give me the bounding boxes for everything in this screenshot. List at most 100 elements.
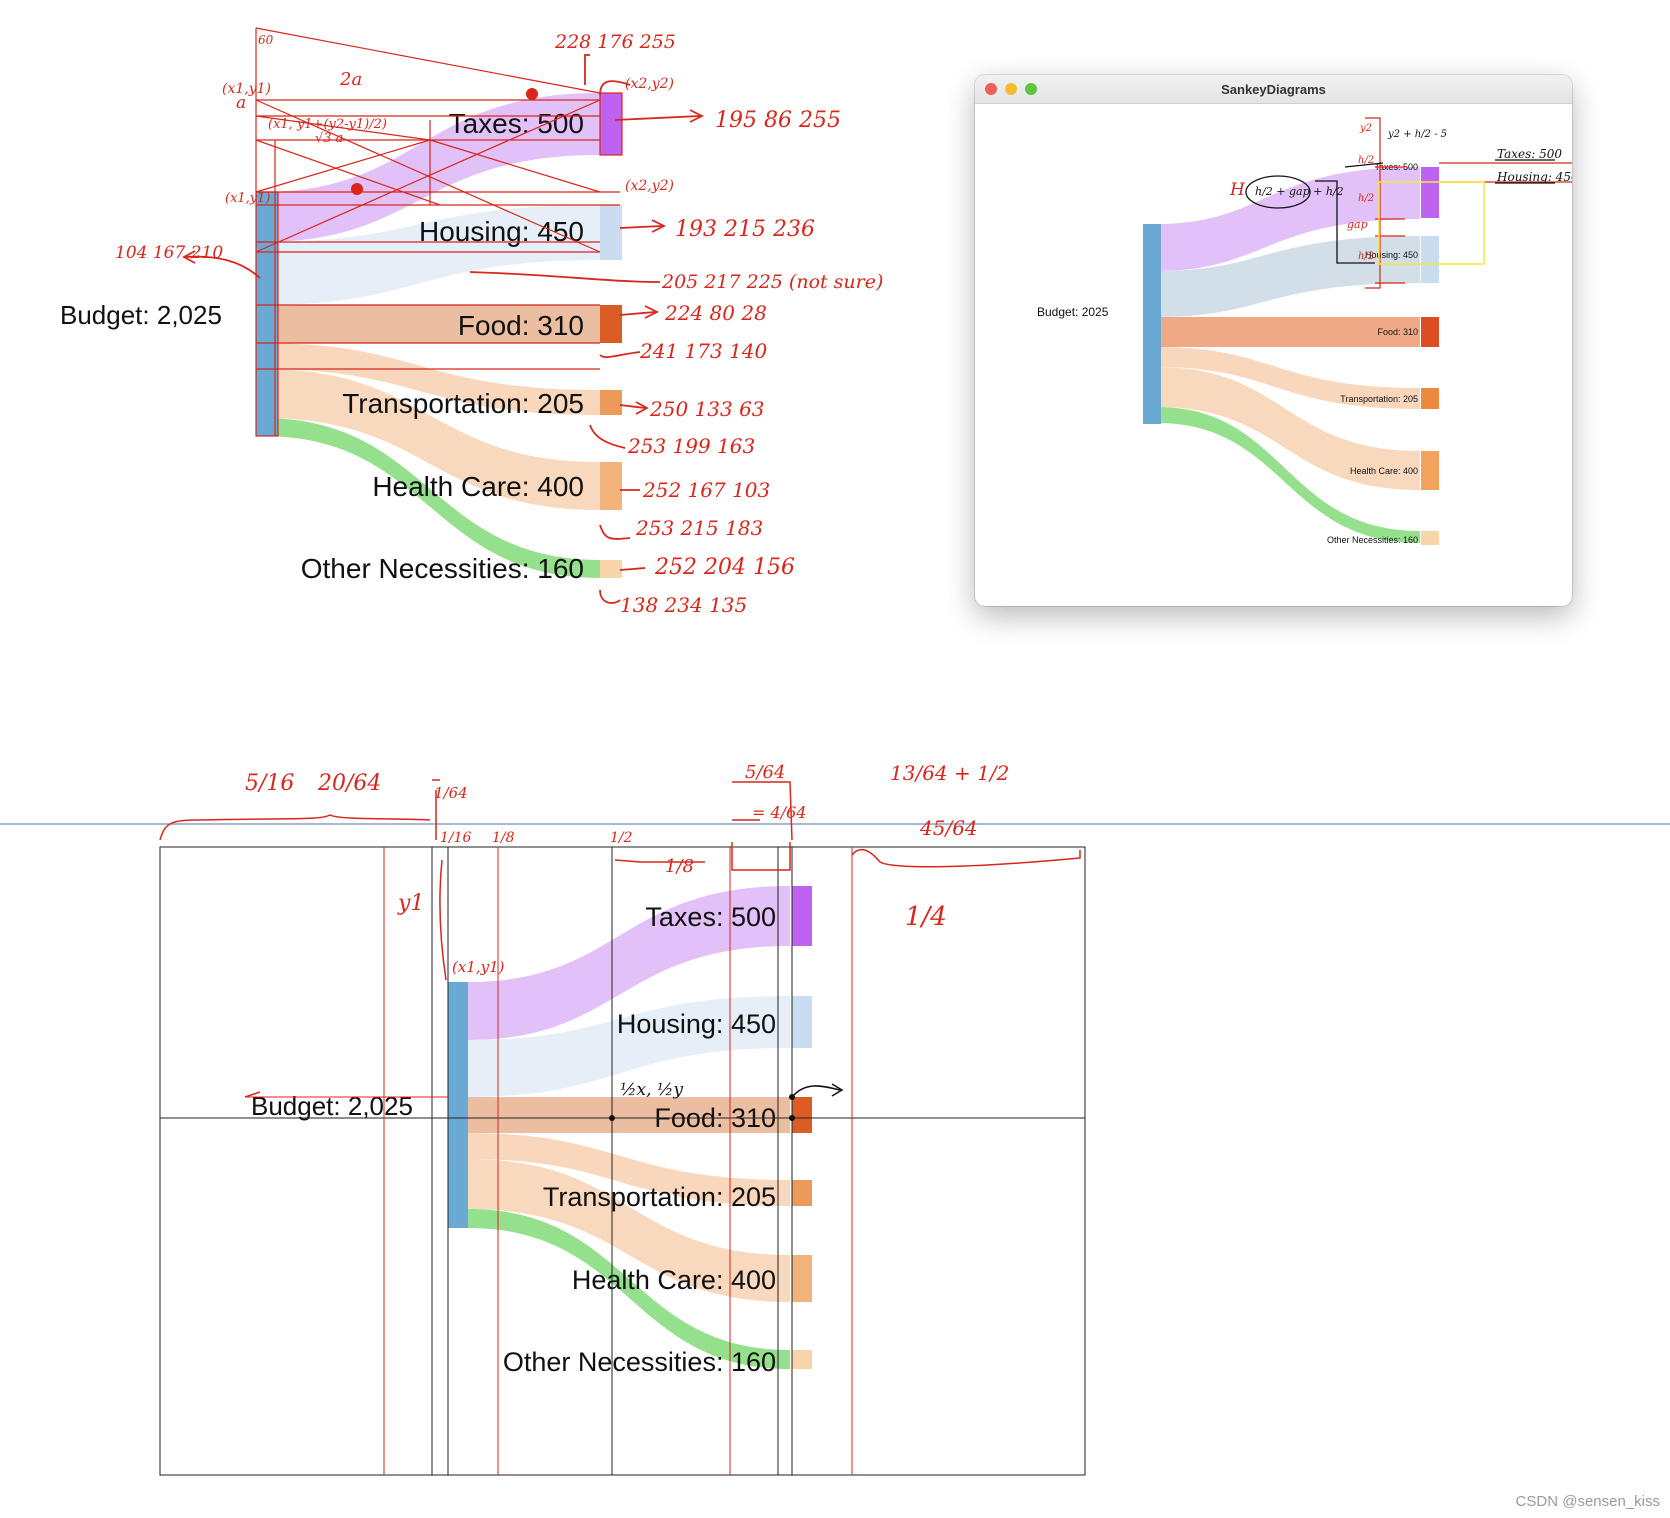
flow-c-housing bbox=[468, 996, 790, 1097]
note-win-formula: h/2 + gap + h/2 bbox=[1255, 185, 1344, 198]
node-housing bbox=[600, 205, 622, 260]
frame-outer bbox=[159, 846, 1086, 1476]
label-c-taxes: Taxes: 500 bbox=[645, 902, 776, 932]
note-win-y2-expr: y2 + h/2 - 5 bbox=[1387, 129, 1447, 140]
note-frac-y1: y1 bbox=[397, 891, 424, 916]
flow-health-care bbox=[262, 369, 600, 510]
node-b-health-care bbox=[1421, 451, 1439, 490]
node-c-transportation bbox=[792, 1180, 812, 1206]
note-geo-mid: (x1, y1+(y2-y1)/2) bbox=[268, 117, 387, 132]
note-rgb-other: 252 204 156 bbox=[654, 555, 795, 580]
note-rgb-budget: 104 167 210 bbox=[115, 243, 223, 263]
flow-b-health-care bbox=[1157, 367, 1420, 490]
flow-b-food bbox=[1157, 317, 1420, 347]
note-frac-xy: (x1,y1) bbox=[452, 958, 505, 976]
note-rgb-housing: 193 215 236 bbox=[675, 217, 815, 242]
flow-b-transportation bbox=[1157, 347, 1420, 409]
label-b-other: Other Necessities: 160 bbox=[1327, 535, 1418, 545]
label-budget: Budget: 2,025 bbox=[60, 300, 222, 330]
note-frac-20-64: 20/64 bbox=[317, 771, 381, 796]
close-button[interactable] bbox=[985, 83, 997, 95]
grid-points bbox=[609, 1094, 795, 1121]
node-b-food bbox=[1421, 317, 1439, 347]
label-taxes: Taxes: 500 bbox=[449, 108, 584, 139]
note-frac-1-2: 1/2 bbox=[610, 830, 633, 846]
note-rgb-food-flow: 241 173 140 bbox=[639, 339, 768, 363]
node-c-budget bbox=[448, 982, 468, 1228]
note-geo-x1y1-top: (x1,y1) bbox=[222, 81, 271, 97]
flow-c-food bbox=[468, 1097, 790, 1133]
note-frac-45-64: 45/64 bbox=[919, 816, 978, 840]
note-win-housing: Housing: 450 bbox=[1496, 170, 1572, 184]
flow-c-other bbox=[468, 1209, 790, 1369]
note-rgb-health-flow: 253 215 183 bbox=[635, 516, 763, 540]
note-win-h2-a: h/2 bbox=[1358, 155, 1374, 166]
node-b-taxes bbox=[1421, 167, 1439, 218]
note-geo-sqrt: √3 a bbox=[315, 131, 343, 146]
label-c-health-care: Health Care: 400 bbox=[572, 1265, 776, 1295]
note-rgb-food: 224 80 28 bbox=[664, 301, 767, 325]
label-b-transportation: Transportation: 205 bbox=[1340, 394, 1418, 404]
note-rgb-transport-flow: 253 199 163 bbox=[627, 434, 755, 458]
flow-c-taxes bbox=[468, 886, 790, 1040]
note-geo-x1y1-bottom: (x1,y1) bbox=[225, 191, 271, 206]
node-c-taxes bbox=[792, 886, 812, 946]
note-geo-2a: 2a bbox=[339, 69, 362, 90]
node-taxes bbox=[600, 93, 622, 155]
note-win-h2-c: h/2 bbox=[1358, 251, 1374, 262]
zoom-button[interactable] bbox=[1025, 83, 1037, 95]
note-rgb-taxes: 195 86 255 bbox=[715, 108, 841, 133]
label-b-housing: Housing: 450 bbox=[1365, 250, 1418, 260]
label-c-other: Other Necessities: 160 bbox=[503, 1347, 776, 1377]
note-geo-a: a bbox=[236, 93, 246, 113]
label-health-care: Health Care: 400 bbox=[372, 471, 584, 502]
fraction-annotations: 5/16 20/64 1/64 1/16 1/8 1/2 5/64 = 4/64… bbox=[245, 761, 1009, 1100]
note-frac-1-8-b: 1/8 bbox=[665, 856, 694, 877]
note-frac-13-64: 13/64 + 1/2 bbox=[890, 761, 1009, 785]
sankey-app-window: SankeyDiagrams Budget: 2025 Taxes: 500 H… bbox=[975, 75, 1572, 606]
window-title: SankeyDiagrams bbox=[1221, 81, 1326, 97]
flow-housing bbox=[262, 205, 600, 305]
note-win-h2-b: h/2 bbox=[1358, 193, 1374, 204]
minimize-button[interactable] bbox=[1005, 83, 1017, 95]
node-food bbox=[600, 305, 622, 343]
label-transportation: Transportation: 205 bbox=[342, 388, 584, 419]
node-c-other bbox=[792, 1350, 812, 1369]
note-geo-60: 60 bbox=[258, 33, 274, 47]
sankey-diagram-c: Budget: 2,025 Taxes: 500 Housing: 450 Fo… bbox=[159, 846, 1086, 1476]
label-other: Other Necessities: 160 bbox=[301, 553, 584, 584]
note-frac-1-64: 1/64 bbox=[434, 784, 468, 802]
note-frac-5-16: 5/16 bbox=[245, 771, 294, 796]
node-b-other bbox=[1421, 531, 1439, 545]
node-health-care bbox=[600, 462, 622, 510]
label-food: Food: 310 bbox=[458, 310, 584, 341]
note-rgb-housing-flow: 205 217 225 (not sure) bbox=[661, 271, 883, 293]
grid-lines-red bbox=[245, 847, 853, 1475]
node-b-transportation bbox=[1421, 388, 1439, 409]
label-b-food: Food: 310 bbox=[1377, 327, 1418, 337]
node-c-food bbox=[792, 1097, 812, 1133]
grid-lines-black bbox=[160, 847, 1085, 1475]
note-win-taxes: Taxes: 500 bbox=[1497, 147, 1562, 161]
label-c-housing: Housing: 450 bbox=[617, 1009, 776, 1039]
note-rgb-transport: 250 133 63 bbox=[649, 397, 765, 421]
window-annotations: H h/2 + gap + h/2 gap y2 h/2 h/2 h/2 y2 … bbox=[1229, 117, 1572, 289]
note-win-gap: gap bbox=[1347, 218, 1368, 231]
node-b-housing bbox=[1421, 236, 1439, 283]
node-transportation bbox=[600, 390, 622, 415]
flow-b-housing bbox=[1157, 236, 1420, 317]
black-annotations bbox=[791, 1083, 844, 1098]
note-win-y2: y2 bbox=[1359, 123, 1372, 134]
window-sankey-canvas: Budget: 2025 Taxes: 500 Housing: 450 Foo… bbox=[1037, 117, 1572, 545]
label-c-transportation: Transportation: 205 bbox=[543, 1182, 776, 1212]
note-geo-x2y2-top: (x2,y2) bbox=[625, 76, 674, 92]
note-rgb-health: 252 167 103 bbox=[642, 478, 770, 502]
label-b-health-care: Health Care: 400 bbox=[1350, 466, 1418, 476]
annotation-arrows bbox=[182, 54, 705, 604]
label-b-budget: Budget: 2025 bbox=[1037, 305, 1109, 319]
label-c-budget: Budget: 2,025 bbox=[251, 1091, 413, 1121]
flow-b-other bbox=[1157, 407, 1420, 543]
flow-transportation bbox=[262, 343, 600, 415]
note-frac-1-16: 1/16 bbox=[440, 830, 472, 846]
